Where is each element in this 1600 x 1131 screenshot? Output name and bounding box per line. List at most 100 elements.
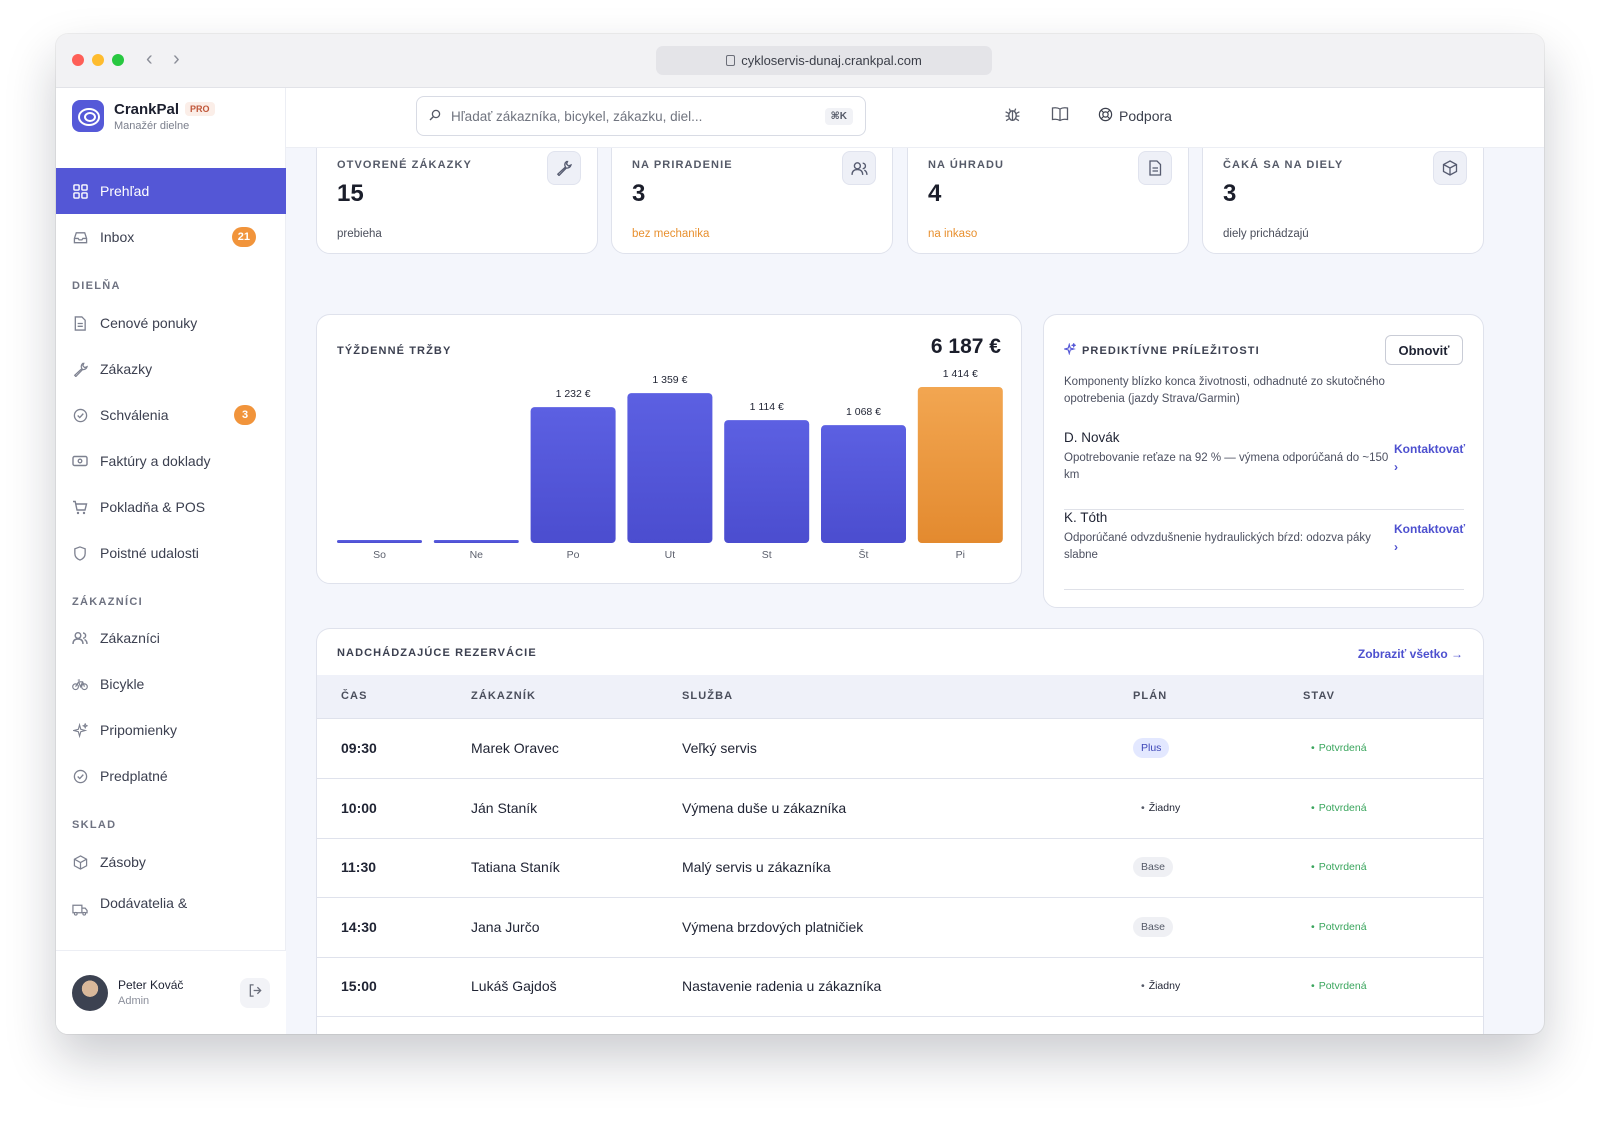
docs-book-icon[interactable]: [1051, 106, 1069, 127]
column-header-status[interactable]: STAV: [1303, 690, 1336, 702]
url-text: cykloservis-dunaj.crankpal.com: [741, 53, 922, 68]
stat-subtext: prebieha: [337, 228, 382, 240]
search-box[interactable]: ⌘K: [416, 96, 866, 136]
table-row[interactable]: 14:30 Jana Jurčo Výmena brzdových platniči…: [317, 899, 1483, 958]
sidebar-item-label: Prehľad: [100, 183, 150, 199]
view-all-link[interactable]: Zobraziť všetko →: [1357, 647, 1463, 661]
plan-badge: Žiadny: [1133, 798, 1188, 818]
table-row[interactable]: 09:30 Marek Oravec Veľký servis Plus Potvrde…: [317, 720, 1483, 779]
sidebar-item-label: Dodávatelia &: [100, 895, 188, 911]
user-name: Peter Kováč: [118, 978, 184, 992]
stat-card-open-jobs[interactable]: OTVORENÉ ZÁKAZKY 15 prebieha: [316, 148, 598, 254]
sidebar-item-jobs[interactable]: Zákazky: [56, 346, 286, 392]
inbox-count-badge: 21: [231, 227, 256, 247]
document-icon: [72, 315, 88, 331]
sidebar-item-invoices[interactable]: Faktúry a doklady: [56, 438, 286, 484]
search-icon: [429, 109, 441, 124]
lock-icon: [726, 55, 736, 66]
table-row[interactable]: 16:30Natália ŽiakNastavenie radeniaŽiadn…: [317, 1018, 1483, 1035]
sidebar-item-stock[interactable]: Zásoby: [56, 839, 286, 885]
sidebar-item-customers[interactable]: Zákazníci: [56, 615, 286, 661]
support-link[interactable]: Podpora: [1098, 107, 1172, 125]
stat-card-unassigned[interactable]: NA PRIRADENIE 3 bez mechanika: [611, 148, 893, 254]
stat-card-to-pay[interactable]: NA ÚHRADU 4 na inkaso: [907, 148, 1189, 254]
contact-link[interactable]: Kontaktovať ›: [1394, 442, 1466, 474]
sidebar-item-suppliers[interactable]: Dodávatelia &: [56, 885, 286, 925]
lifebuoy-icon: [1098, 107, 1113, 125]
stat-card-waiting-parts[interactable]: ČAKÁ SA NA DIELY 3 diely prichádzajú: [1202, 148, 1484, 254]
bug-report-icon[interactable]: [1004, 106, 1021, 128]
reservation-time: 11:30: [341, 859, 377, 875]
x-tick-label: Ut: [665, 549, 676, 561]
table-row[interactable]: 11:30 Tatiana Staník Malý servis u zákazní…: [317, 839, 1483, 898]
refresh-button[interactable]: Obnoviť: [1385, 335, 1463, 365]
bar-Ne[interactable]: [433, 540, 519, 543]
plan-badge: Base: [1133, 916, 1173, 937]
bar-Ut[interactable]: [627, 393, 713, 543]
wrench-icon: [547, 151, 581, 185]
search-input[interactable]: [451, 108, 815, 124]
predictive-customer: K. Tóth: [1064, 510, 1108, 525]
sidebar-item-insurance-claims[interactable]: Poistné udalosti: [56, 530, 286, 576]
column-header-plan[interactable]: PLÁN: [1133, 690, 1168, 702]
sidebar-item-quotes[interactable]: Cenové ponuky: [56, 300, 286, 346]
predictive-customer: D. Novák: [1064, 430, 1120, 445]
sidebar-item-label: Pripomienky: [100, 722, 178, 738]
sidebar-item-reminders[interactable]: Pripomienky: [56, 707, 286, 753]
x-tick-label: St: [762, 549, 772, 561]
sidebar-item-inbox[interactable]: Inbox 21: [56, 214, 286, 260]
predictive-opportunities-card: PREDIKTÍVNE PRÍLEŽITOSTI Obnoviť Kompone…: [1043, 314, 1484, 608]
contact-link[interactable]: Kontaktovať ›: [1394, 522, 1466, 554]
sparkle-icon: [72, 722, 88, 738]
status-badge: Potvrdená: [1311, 861, 1367, 873]
column-header-service[interactable]: SLUŽBA: [682, 690, 734, 702]
sidebar-item-approvals[interactable]: Schválenia 3: [56, 392, 286, 438]
sidebar-item-label: Schválenia: [100, 407, 169, 423]
table-row[interactable]: 10:00 Ján Staník Výmena duše u zákazníka Ži…: [317, 780, 1483, 839]
bar-So[interactable]: [337, 540, 422, 543]
avatar[interactable]: [72, 974, 108, 1011]
column-header-time[interactable]: ČAS: [341, 690, 368, 702]
column-header-customer[interactable]: ZÁKAZNÍK: [471, 690, 537, 702]
chart-title: TÝŽDENNÉ TRŽBY: [337, 345, 452, 357]
sidebar-item-subscriptions[interactable]: Predplatné: [56, 753, 286, 799]
predictive-header: PREDIKTÍVNE PRÍLEŽITOSTI: [1062, 342, 1260, 358]
check-circle-icon: [72, 768, 88, 784]
maximize-window-button[interactable]: [112, 54, 124, 66]
address-bar[interactable]: cykloservis-dunaj.crankpal.com: [656, 46, 992, 75]
brand[interactable]: CrankPal PRO Manažér dielne: [72, 100, 215, 132]
reservation-time: 10:00: [341, 799, 377, 816]
stat-label: OTVORENÉ ZÁKAZKY: [337, 159, 472, 171]
forward-arrow-icon[interactable]: ›: [173, 48, 180, 70]
sparkle-icon: [1062, 342, 1077, 358]
check-circle-icon: [72, 407, 88, 423]
close-window-button[interactable]: [72, 54, 84, 66]
browser-titlebar: ‹ › cykloservis-dunaj.crankpal.com: [56, 34, 1544, 88]
table-row[interactable]: 15:00 Lukáš Gajdoš Nastavenie radenia u zá…: [317, 958, 1483, 1017]
revenue-bar-chart: So Ne 1 232 € Po 1 359 € Ut 1 114 € St 1 068 € Št…: [337, 368, 1003, 561]
status-badge: Potvrdená: [1311, 980, 1367, 992]
bar-Pi[interactable]: [917, 387, 1003, 543]
search-shortcut: ⌘K: [824, 107, 853, 125]
back-arrow-icon[interactable]: ‹: [146, 48, 153, 70]
stat-subtext: na inkaso: [928, 228, 978, 240]
sidebar-item-overview[interactable]: Prehľad: [56, 168, 286, 214]
sidebar-item-pos[interactable]: Pokladňa & POS: [56, 484, 286, 530]
x-tick-label: So: [373, 549, 386, 561]
banknote-icon: [72, 453, 88, 469]
sidebar-item-label: Predplatné: [100, 768, 168, 784]
reservation-time: 15:00: [341, 978, 377, 994]
sidebar-item-label: Inbox: [100, 229, 135, 245]
bar-St[interactable]: [724, 420, 810, 543]
bar-Po[interactable]: [530, 407, 616, 543]
stat-label: NA ÚHRADU: [928, 159, 1005, 171]
predictive-detail: Odporúčané odvzdušnenie hydraulických bŕ…: [1064, 532, 1371, 561]
sidebar-item-bikes[interactable]: Bicykle: [56, 661, 286, 707]
minimize-window-button[interactable]: [92, 54, 104, 66]
chart-total: 6 187 €: [930, 335, 1001, 358]
table-header: ČAS ZÁKAZNÍK SLUŽBA PLÁN STAV: [317, 675, 1483, 719]
stat-value: 3: [1223, 180, 1237, 207]
user-role: Admin: [118, 995, 150, 1007]
logout-button[interactable]: [240, 977, 270, 1008]
bar-Št[interactable]: [821, 425, 906, 543]
